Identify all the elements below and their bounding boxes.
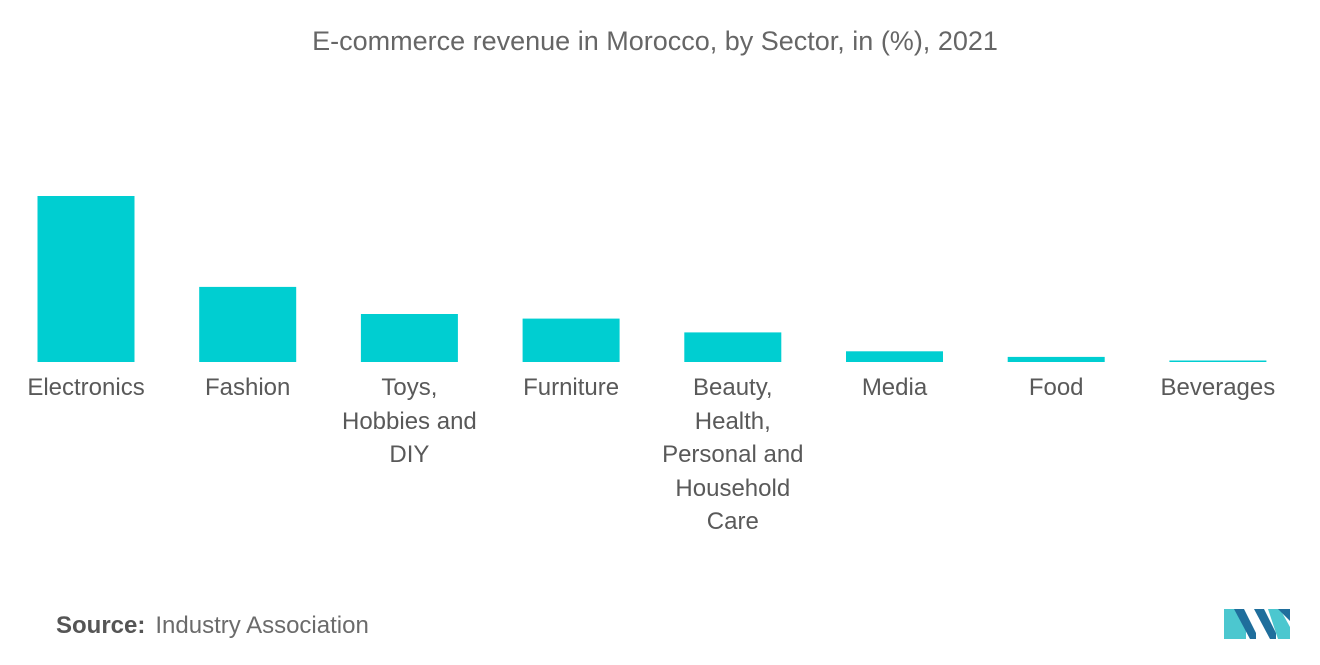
bar-electronics [37, 196, 135, 362]
category-label-line: Personal and [662, 441, 804, 468]
category-label-line: Household [675, 474, 791, 502]
category-label: Electronics [6, 371, 166, 405]
source-note: Source: Industry Association [56, 612, 369, 640]
category-label: Furniture [491, 371, 651, 405]
category-label: Fashion [168, 371, 328, 405]
category-label: Beauty, Health, Personal and Household Care [653, 371, 813, 539]
bar-furniture [522, 318, 620, 362]
category-label-line: Hobbies and [342, 407, 477, 435]
bar-fashion [199, 286, 297, 362]
source-label: Source: [56, 612, 146, 639]
category-label-line: Toys, [381, 374, 438, 401]
category-label-line: DIY [389, 441, 430, 468]
bar-beverages [1169, 360, 1267, 362]
source-text: Industry Association [155, 612, 369, 639]
category-label: Toys, Hobbies and DIY [329, 371, 489, 472]
category-label-line: Beverages [1160, 374, 1276, 401]
category-label-line: Food [1028, 374, 1084, 401]
category-label-line: Electronics [27, 374, 145, 401]
category-label: Media [815, 371, 975, 405]
category-label-line: Beauty, [692, 374, 773, 401]
bar-toys-hobbies-and-diy [360, 314, 458, 362]
category-label-line: Media [861, 374, 928, 401]
mordor-intelligence-logo-icon [1224, 609, 1290, 639]
category-label: Beverages [1138, 371, 1298, 405]
bar-media [846, 351, 943, 362]
category-label-line: Fashion [204, 374, 291, 401]
bar-beauty-health-personal-and-household-care [684, 332, 782, 362]
category-label-line: Care [706, 508, 759, 535]
chart-title: E-commerce revenue in Morocco, by Sector… [312, 26, 998, 56]
category-label-line: Furniture [523, 374, 620, 401]
category-label: Food [976, 371, 1136, 405]
category-label-line: Health, [694, 407, 771, 435]
bar-food [1007, 356, 1105, 362]
